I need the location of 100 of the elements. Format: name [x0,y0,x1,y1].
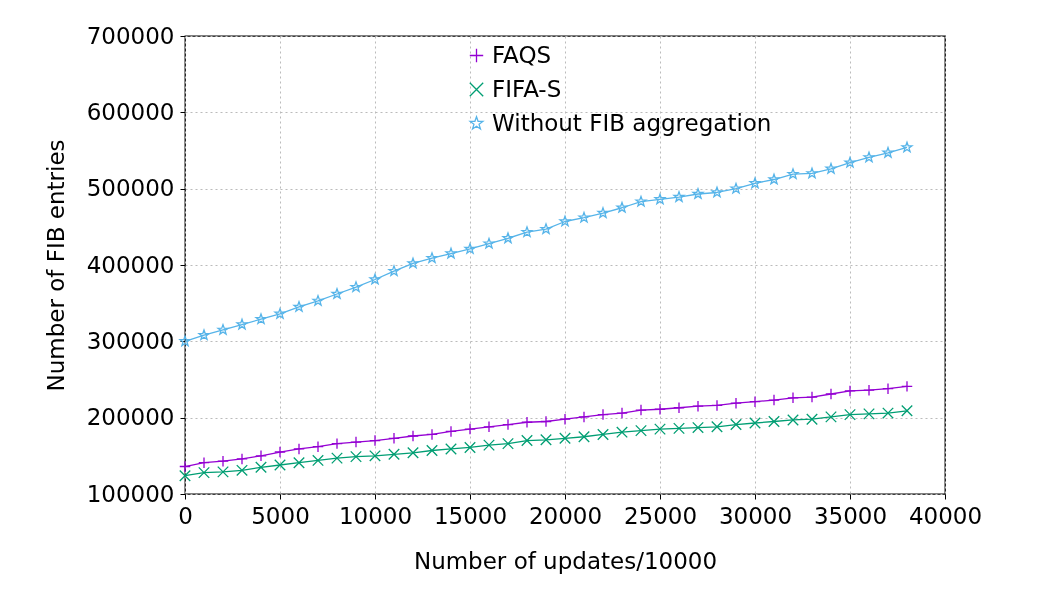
point [844,408,856,421]
point [901,380,913,393]
point [217,465,229,478]
y-tick-label: 200000 [86,404,175,431]
point [635,404,647,416]
point [198,329,210,341]
point [635,424,647,437]
point [274,307,286,319]
point [673,191,685,202]
x-tick-label: 35000 [813,502,888,529]
point [654,423,666,436]
point [559,215,571,227]
point [236,452,248,465]
point [350,450,362,463]
point [692,421,704,434]
point [179,469,191,482]
x-tick-label: 25000 [623,502,698,529]
point [293,443,305,455]
point [730,397,742,410]
point [255,449,267,462]
point [445,247,457,259]
x-tick-label: 40000 [908,502,983,529]
point [768,394,780,406]
point [882,382,894,395]
point [806,413,818,426]
point [711,186,723,198]
y-axis-title: Number of FIB entries [42,139,69,392]
point [825,388,837,400]
point [445,443,457,455]
point [464,423,476,436]
point [426,444,438,457]
point [901,404,913,417]
point [787,414,799,426]
point [806,167,818,179]
point [882,407,894,419]
point [730,418,742,431]
point [293,301,305,312]
point [901,141,913,153]
point [844,385,856,397]
point [274,446,286,458]
point [483,439,495,452]
point [388,432,400,445]
point [350,281,362,293]
point [179,335,191,347]
point [255,313,267,325]
point [502,232,514,244]
point [331,437,343,450]
point [407,430,419,442]
point [464,243,476,254]
point [179,460,191,473]
point [236,318,248,330]
point [369,434,381,447]
x-tick-label: 0 [178,502,193,529]
point [749,395,761,408]
point [274,459,286,471]
point [407,257,419,269]
point [502,437,514,450]
point [521,226,533,238]
point [578,430,590,443]
point [540,223,552,235]
point [369,273,381,285]
legend-label: FAQS [492,41,552,68]
point [464,441,476,454]
y-tick-label: 700000 [86,22,175,49]
point [749,417,761,429]
y-tick-label: 600000 [86,98,175,125]
point [863,151,875,163]
point [369,449,381,462]
point [825,411,837,423]
y-tick-label: 500000 [86,175,175,202]
point [559,432,571,445]
point [236,464,248,477]
point [711,420,723,433]
point [255,461,267,474]
point [863,407,875,420]
point [749,177,761,189]
x-tick-label: 10000 [338,502,413,529]
point [806,391,818,403]
y-tick-label: 100000 [86,480,175,507]
point [293,456,305,469]
point [426,252,438,264]
point [407,446,419,459]
point [521,416,533,429]
point [692,400,704,413]
point [863,384,875,397]
point [350,436,362,448]
point [711,399,723,412]
point [787,391,799,404]
point [502,418,514,431]
point [578,411,590,423]
point [673,401,685,414]
point [559,413,571,426]
y-tick-label: 400000 [86,251,175,278]
point [768,173,780,185]
x-tick-label: 15000 [433,502,508,529]
point [445,425,457,438]
point [787,168,799,180]
point [540,415,552,428]
point [217,323,229,335]
x-tick-label: 30000 [718,502,793,529]
